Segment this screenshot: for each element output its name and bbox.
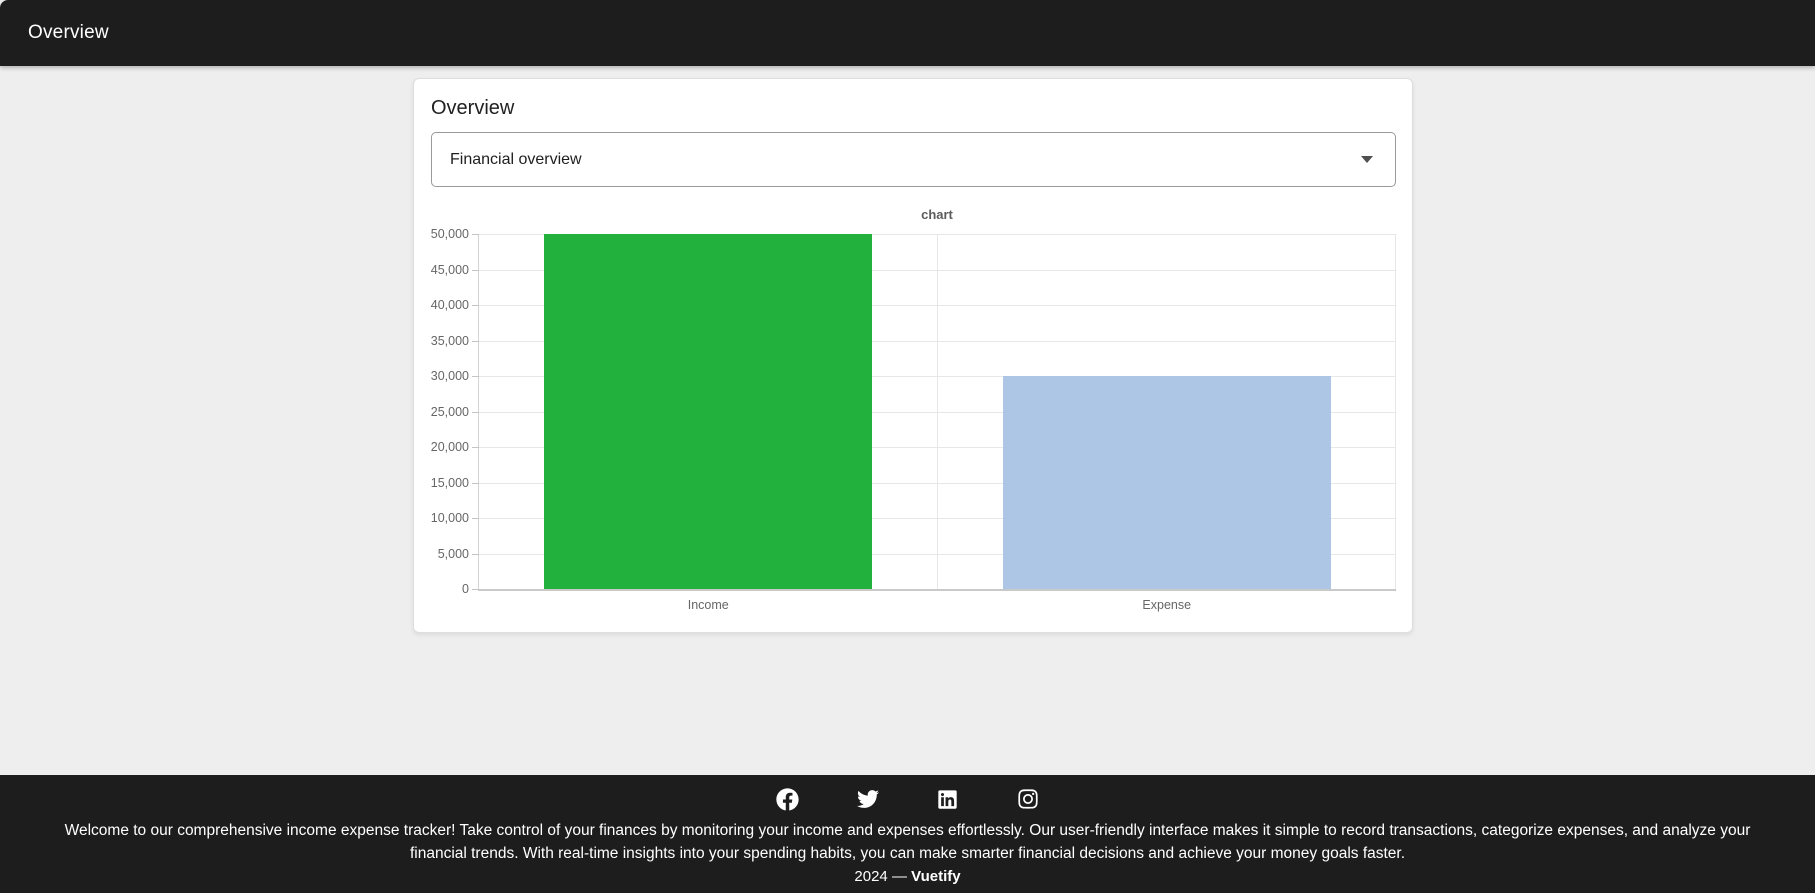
y-axis-tick-label: 15,000 [430,475,469,490]
y-axis-tick [472,305,479,306]
chevron-down-icon [1361,156,1373,163]
y-axis-tick-label: 45,000 [430,262,469,277]
footer-copyright: 2024 — Vuetify [854,868,960,885]
v-gridline [936,234,938,589]
instagram-button[interactable] [1016,786,1040,812]
footer-blurb: Welcome to our comprehensive income expe… [64,822,1751,862]
y-axis-tick-label: 0 [462,582,469,596]
y-axis-tick [472,340,479,342]
app-bar-title: Overview [28,22,109,43]
y-axis-tick-label: 10,000 [430,511,469,525]
h-gridline [479,234,1396,235]
overview-card: Overview Financial overview chart 0 5,000… [413,78,1413,633]
h-gridline [479,411,1396,413]
y-axis-tick [472,482,479,484]
h-gridline [479,340,1396,342]
y-axis-tick-label: 20,000 [430,440,469,454]
y-axis-tick-label: 35,000 [430,333,469,348]
copyright-year: 2024 — [854,868,907,885]
y-axis-tick-label: 50,000 [430,227,469,241]
h-gridline [479,305,1396,306]
y-axis-tick-label: 40,000 [430,298,469,312]
report-type-select[interactable]: Financial overview [431,132,1396,187]
instagram-icon [1017,789,1038,809]
chart-title: chart [921,207,953,222]
y-axis-tick [472,589,479,590]
x-axis-label-expense: Expense [1142,598,1192,612]
y-axis-tick-label: 25,000 [430,404,469,419]
y-axis-tick [472,411,479,413]
bar-expense [1002,376,1331,589]
twitter-icon [856,790,879,808]
social-links [776,786,1040,812]
linkedin-icon [938,789,957,809]
app-bar: Overview [0,0,1815,66]
h-gridline [479,447,1396,448]
y-axis-tick [472,447,479,448]
v-gridline [1395,234,1396,589]
y-axis-tick-label: 5,000 [437,546,469,561]
footer: Welcome to our comprehensive income expe… [0,775,1815,893]
y-axis-tick [472,234,479,235]
y-axis-tick [472,553,479,555]
plot-area: 0 5,000 10,000 15,000 20,000 25,000 30,000 35,0… [431,227,1396,612]
h-gridline [479,482,1396,484]
x-axis-label-income: Income [687,598,729,612]
brand-name: Vuetify [911,868,961,885]
card-title: Overview [431,97,515,119]
y-axis-tick-label: 30,000 [430,369,469,383]
y-axis-tick [472,376,479,377]
h-gridline [479,269,1396,271]
h-gridline [479,553,1396,555]
facebook-button[interactable] [776,786,800,812]
bar-income [544,234,873,589]
y-axis-tick [472,269,479,271]
h-gridline [479,518,1396,519]
y-axis-tick [472,518,479,519]
report-type-select-value: Financial overview [450,150,582,168]
h-gridline [479,376,1396,377]
facebook-icon [776,787,799,811]
twitter-button[interactable] [856,786,880,812]
linkedin-button[interactable] [936,786,960,812]
